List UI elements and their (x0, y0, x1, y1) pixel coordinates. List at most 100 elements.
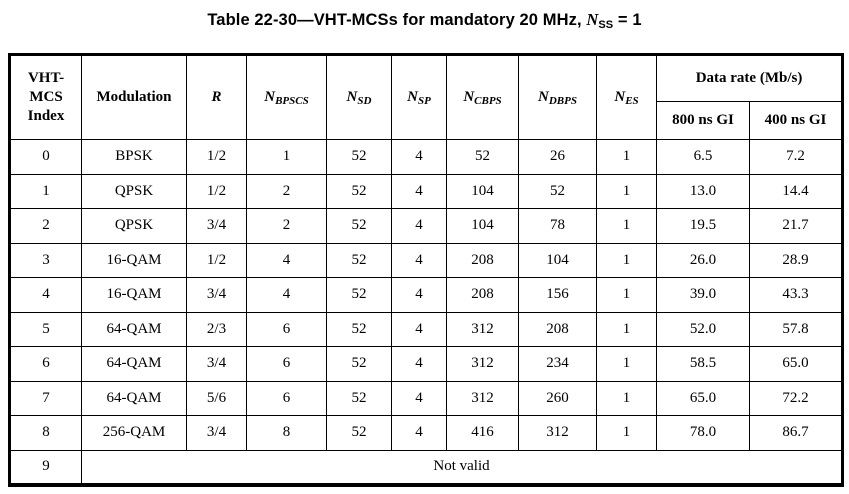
table-cell: 4 (391, 346, 447, 382)
table-cell-not-valid: Not valid (80, 449, 844, 485)
table-cell: 2 (9, 208, 82, 244)
table-cell: 4 (391, 277, 447, 313)
table-cell: 256-QAM (81, 415, 187, 451)
nss-subscript: SS (598, 19, 614, 31)
table-cell: 28.9 (748, 242, 844, 278)
table-cell: 14.4 (748, 173, 844, 209)
table-cell: 3/4 (186, 277, 247, 313)
table-row-mcs-4: 4 16-QAM 3/4 4 52 4 208 156 1 39.0 43.3 (9, 277, 844, 313)
table-cell: 86.7 (748, 415, 844, 451)
table-cell: 1 (596, 346, 657, 382)
table-cell: 2 (246, 173, 327, 209)
table-cell: 416 (446, 415, 519, 451)
variable-symbol: N (463, 88, 475, 105)
table-cell: 7 (9, 380, 82, 416)
table-cell: 3/4 (186, 208, 247, 244)
table-cell: 3/4 (186, 415, 247, 451)
table-cell: 104 (518, 242, 597, 278)
table-cell: 16-QAM (81, 242, 187, 278)
col-header-gi-800: 800 ns GI (656, 101, 750, 140)
table-cell: 6 (246, 346, 327, 382)
table-cell: 58.5 (656, 346, 750, 382)
table-cell: 4 (9, 277, 82, 313)
variable-subscript: BPSCS (275, 94, 309, 107)
table-cell: 78 (518, 208, 597, 244)
table-cell: 2/3 (186, 311, 247, 347)
table-cell: 1/2 (186, 139, 247, 175)
table-row-mcs-3: 3 16-QAM 1/2 4 52 4 208 104 1 26.0 28.9 (9, 242, 844, 278)
table-cell: 26.0 (656, 242, 750, 278)
table-cell: 8 (9, 415, 82, 451)
col-header-gi-400: 400 ns GI (748, 101, 844, 140)
vht-mcs-table: VHT- MCS Index Modulation R NBPSCS NSD NSP NCB… (8, 53, 845, 487)
table-cell: 65.0 (656, 380, 750, 416)
table-cell: 5/6 (186, 380, 247, 416)
col-header-n-dbps: NDBPS (518, 54, 597, 140)
table-cell: 52 (326, 277, 392, 313)
table-cell: 1/2 (186, 242, 247, 278)
table-cell: 1 (596, 277, 657, 313)
col-header-n-cbps: NCBPS (446, 54, 519, 140)
table-cell: 3 (9, 242, 82, 278)
table-row-mcs-5: 5 64-QAM 2/3 6 52 4 312 208 1 52.0 57.8 (9, 311, 844, 347)
table-cell: 7.2 (748, 139, 844, 175)
table-cell: 52 (518, 173, 597, 209)
table-row-mcs-1: 1 QPSK 1/2 2 52 4 104 52 1 13.0 14.4 (9, 173, 844, 209)
table-cell: 19.5 (656, 208, 750, 244)
col-header-n-sd: NSD (326, 54, 392, 140)
table-cell: 52 (326, 173, 392, 209)
variable-subscript: DBPS (548, 94, 577, 107)
table-body: 0 BPSK 1/2 1 52 4 52 26 1 6.5 7.2 1 QPSK 1/2 2 52 4 104 52… (9, 139, 844, 485)
table-cell: 1 (246, 139, 327, 175)
table-cell: 52 (326, 311, 392, 347)
col-header-n-es: NES (596, 54, 657, 140)
col-header-r: R (186, 54, 247, 140)
table-cell: BPSK (81, 139, 187, 175)
variable-symbol: N (407, 88, 418, 105)
variable-symbol: N (346, 88, 358, 105)
variable-symbol: N (614, 88, 626, 105)
table-cell: 4 (391, 415, 447, 451)
table-row-mcs-0: 0 BPSK 1/2 1 52 4 52 26 1 6.5 7.2 (9, 139, 844, 175)
table-header: VHT- MCS Index Modulation R NBPSCS NSD NSP NCB… (9, 54, 844, 140)
table-cell: 52 (326, 139, 392, 175)
table-cell: 52 (326, 208, 392, 244)
table-cell: 312 (446, 380, 519, 416)
table-row-mcs-2: 2 QPSK 3/4 2 52 4 104 78 1 19.5 21.7 (9, 208, 844, 244)
table-cell: 5 (9, 311, 82, 347)
table-cell: 6 (246, 311, 327, 347)
table-cell: 3/4 (186, 346, 247, 382)
table-cell: 6 (246, 380, 327, 416)
variable-subscript: CBPS (474, 94, 502, 107)
table-cell: 72.2 (748, 380, 844, 416)
variable-subscript: SP (418, 94, 431, 107)
table-cell: 260 (518, 380, 597, 416)
table-cell: 52.0 (656, 311, 750, 347)
table-row-mcs-6: 6 64-QAM 3/4 6 52 4 312 234 1 58.5 65.0 (9, 346, 844, 382)
col-header-data-rate-group: Data rate (Mb/s) (655, 54, 844, 102)
table-cell: 4 (391, 380, 447, 416)
table-row-mcs-8: 8 256-QAM 3/4 8 52 4 416 312 1 78.0 86.7 (9, 415, 844, 451)
table-cell: 1 (9, 173, 82, 209)
table-cell: 1 (596, 208, 657, 244)
table-cell: 4 (391, 242, 447, 278)
table-cell: 52 (326, 380, 392, 416)
table-cell: 234 (518, 346, 597, 382)
table-cell: QPSK (81, 173, 187, 209)
table-cell: 312 (446, 311, 519, 347)
table-cell: 16-QAM (81, 277, 187, 313)
table-cell: 6.5 (656, 139, 750, 175)
variable-subscript: SD (357, 94, 372, 107)
table-cell: 4 (391, 208, 447, 244)
table-cell: 52 (446, 139, 519, 175)
table-cell: 208 (446, 242, 519, 278)
table-cell: 1 (596, 415, 657, 451)
table-cell: 64-QAM (81, 346, 187, 382)
col-header-vht-mcs-index: VHT- MCS Index (9, 54, 82, 140)
table-cell: 64-QAM (81, 380, 187, 416)
table-cell: 52 (326, 242, 392, 278)
table-cell: 9 (9, 449, 82, 485)
table-row-mcs-9: 9 Not valid (9, 449, 844, 485)
table-cell: 2 (246, 208, 327, 244)
table-cell: 0 (9, 139, 82, 175)
